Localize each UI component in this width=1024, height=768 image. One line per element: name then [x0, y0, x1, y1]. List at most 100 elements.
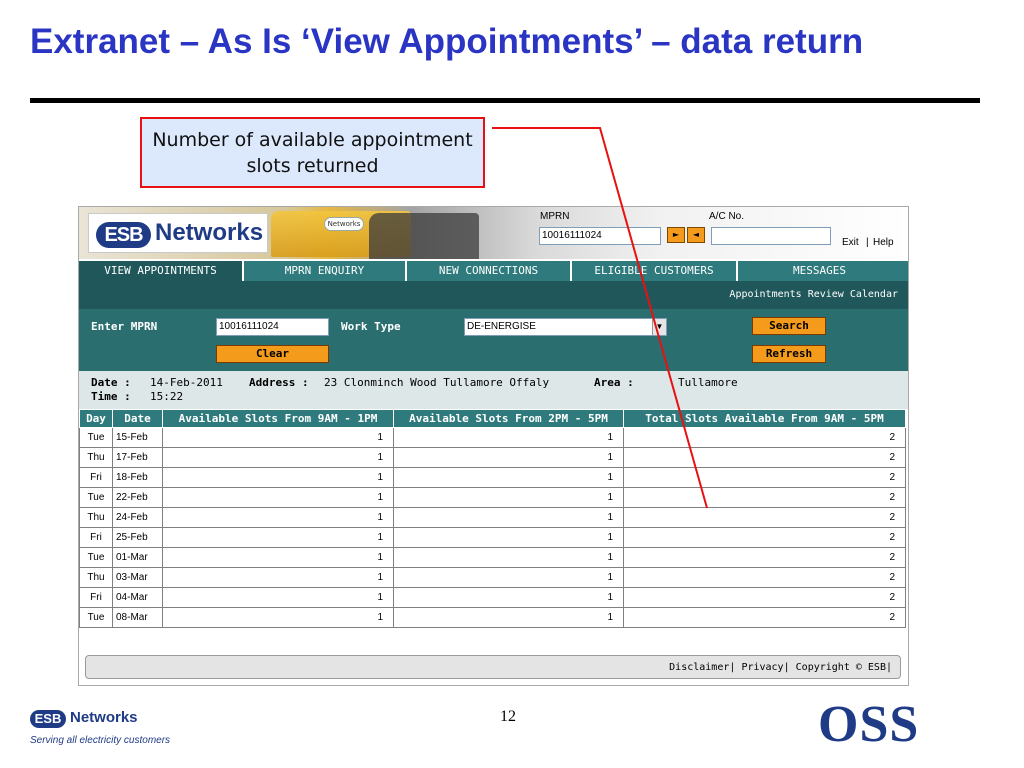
cell-date: 03-Mar — [112, 567, 163, 588]
header-banner: Networks ESB Networks MPRN 10016111024 ►… — [79, 207, 908, 259]
tab-messages[interactable]: MESSAGES — [793, 264, 846, 277]
cell-slots-pm: 1 — [393, 587, 624, 608]
page-number: 12 — [500, 708, 516, 725]
copyright-link[interactable]: Copyright © ESB — [795, 662, 886, 673]
cell-slots-total: 2 — [623, 507, 906, 528]
cell-date: 24-Feb — [112, 507, 163, 528]
calendar-heading: Appointments Review Calendar — [729, 289, 898, 300]
main-tabs: VIEW APPOINTMENTS MPRN ENQUIRY NEW CONNE… — [79, 261, 908, 281]
cell-slots-pm: 1 — [393, 527, 624, 548]
next-button[interactable]: ► — [667, 227, 685, 243]
tab-mprn-enquiry[interactable]: MPRN ENQUIRY — [244, 261, 407, 281]
cell-day: Tue — [79, 487, 113, 508]
appointment-info: Date : 14-Feb-2011 Time : 15:22 Address … — [79, 371, 908, 409]
tab-view-appointments[interactable]: VIEW APPOINTMENTS — [79, 261, 244, 281]
title-rule — [30, 98, 980, 103]
refresh-button[interactable]: Refresh — [752, 345, 826, 363]
cell-day: Fri — [79, 467, 113, 488]
cell-slots-pm: 1 — [393, 607, 624, 628]
mprn-input[interactable]: 10016111024 — [216, 318, 329, 336]
table-row: Fri 18-Feb 1 1 2 — [79, 467, 906, 488]
cell-slots-total: 2 — [623, 467, 906, 488]
mprn-label: MPRN — [540, 211, 570, 222]
chevron-down-icon[interactable]: ▼ — [652, 319, 666, 335]
link-separator: | — [866, 237, 869, 248]
cell-slots-am: 1 — [162, 607, 394, 628]
logo-text: Networks — [155, 219, 264, 246]
cell-slots-am: 1 — [162, 547, 394, 568]
header-mprn-input[interactable]: 10016111024 — [539, 227, 661, 245]
cell-day: Fri — [79, 527, 113, 548]
cell-slots-am: 1 — [162, 587, 394, 608]
clear-button[interactable]: Clear — [216, 345, 329, 363]
cell-slots-pm: 1 — [393, 467, 624, 488]
help-link[interactable]: Help — [873, 237, 894, 248]
cell-date: 17-Feb — [112, 447, 163, 468]
date-label: Date : — [91, 376, 131, 389]
cell-date: 25-Feb — [112, 527, 163, 548]
area-label: Area : — [594, 376, 634, 389]
address-value: 23 Clonminch Wood Tullamore Offaly — [324, 376, 550, 389]
cell-slots-pm: 1 — [393, 507, 624, 528]
app-footer: Disclaimer| Privacy| Copyright © ESB| — [85, 655, 901, 679]
cell-slots-total: 2 — [623, 587, 906, 608]
play-right-icon: ► — [672, 230, 680, 239]
time-label: Time : — [91, 390, 131, 403]
address-label: Address : — [249, 376, 309, 389]
time-value: 15:22 — [150, 390, 184, 403]
exit-link[interactable]: Exit — [842, 237, 859, 248]
cell-date: 08-Mar — [112, 607, 163, 628]
cell-day: Tue — [79, 547, 113, 568]
disclaimer-link[interactable]: Disclaimer — [669, 662, 730, 673]
table-row: Fri 04-Mar 1 1 2 — [79, 587, 906, 608]
area-value: Tullamore — [678, 376, 738, 389]
cell-day: Fri — [79, 587, 113, 608]
cell-slots-total: 2 — [623, 607, 906, 628]
footer-logo: ESB Networks Serving all electricity cus… — [30, 708, 210, 748]
cell-slots-pm: 1 — [393, 547, 624, 568]
privacy-link[interactable]: Privacy — [741, 662, 784, 673]
cell-slots-am: 1 — [162, 467, 394, 488]
cell-date: 01-Mar — [112, 547, 163, 568]
cell-slots-total: 2 — [623, 547, 906, 568]
tab-new-connections[interactable]: NEW CONNECTIONS — [407, 261, 572, 281]
date-value: 14-Feb-2011 — [150, 376, 223, 389]
cell-slots-total: 2 — [623, 487, 906, 508]
van-logo: Networks — [324, 217, 364, 231]
cell-slots-am: 1 — [162, 567, 394, 588]
cell-slots-total: 2 — [623, 527, 906, 548]
cell-day: Thu — [79, 507, 113, 528]
footer-separator: | — [885, 662, 892, 673]
work-type-value: DE-ENERGISE — [467, 321, 536, 332]
footer-separator: | — [783, 662, 790, 673]
header-day: Day — [79, 409, 113, 428]
header-slots-am: Available Slots From 9AM - 1PM — [162, 409, 394, 428]
cell-slots-pm: 1 — [393, 487, 624, 508]
tab-eligible-customers[interactable]: ELIGIBLE CUSTOMERS — [572, 261, 738, 281]
sub-header-bar: Appointments Review Calendar — [79, 281, 908, 309]
table-row: Tue 15-Feb 1 1 2 — [79, 427, 906, 448]
cell-slots-total: 2 — [623, 427, 906, 448]
work-type-label: Work Type — [341, 320, 401, 333]
search-button[interactable]: Search — [752, 317, 826, 335]
extranet-window: Networks ESB Networks MPRN 10016111024 ►… — [78, 206, 909, 686]
search-form: Enter MPRN 10016111024 Work Type DE-ENER… — [79, 309, 908, 371]
cell-slots-am: 1 — [162, 527, 394, 548]
acno-input[interactable] — [711, 227, 831, 245]
header-slots-pm: Available Slots From 2PM - 5PM — [393, 409, 624, 428]
table-row: Fri 25-Feb 1 1 2 — [79, 527, 906, 548]
prev-button[interactable]: ◄ — [687, 227, 705, 243]
footer-brand: Networks — [70, 709, 138, 726]
cell-slots-pm: 1 — [393, 567, 624, 588]
callout-box: Number of available appointment slots re… — [140, 117, 485, 188]
cell-slots-am: 1 — [162, 447, 394, 468]
cell-slots-total: 2 — [623, 447, 906, 468]
esb-networks-logo: ESB Networks — [88, 213, 268, 253]
cell-slots-am: 1 — [162, 427, 394, 448]
cell-slots-am: 1 — [162, 487, 394, 508]
footer-tagline: Serving all electricity customers — [30, 735, 171, 746]
acno-label: A/C No. — [709, 211, 745, 222]
table-row: Tue 22-Feb 1 1 2 — [79, 487, 906, 508]
work-type-select[interactable]: DE-ENERGISE ▼ — [464, 318, 667, 336]
table-row: Thu 24-Feb 1 1 2 — [79, 507, 906, 528]
